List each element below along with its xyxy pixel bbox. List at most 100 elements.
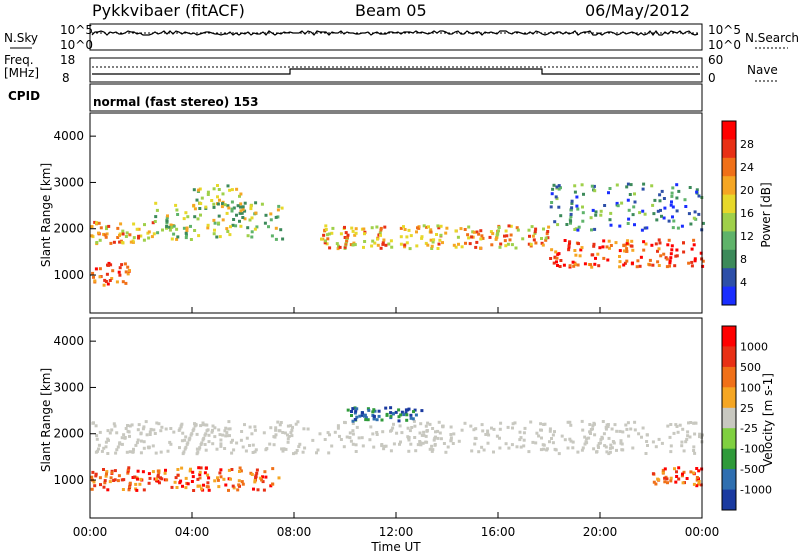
data-cell xyxy=(428,422,432,426)
data-cell xyxy=(641,187,645,191)
colorbar-swatch xyxy=(722,469,736,490)
data-cell xyxy=(495,236,498,240)
data-cell xyxy=(342,445,346,449)
data-cell xyxy=(701,264,705,268)
data-cell xyxy=(473,436,477,440)
data-cell xyxy=(182,450,186,454)
data-cell xyxy=(231,484,235,488)
data-cell xyxy=(142,440,146,444)
data-cell xyxy=(651,472,655,476)
data-cell xyxy=(573,228,577,231)
data-cell xyxy=(156,473,160,477)
data-cell xyxy=(389,411,393,415)
data-cell xyxy=(400,431,404,435)
data-cell xyxy=(607,191,610,195)
data-cell xyxy=(122,478,126,482)
data-cell xyxy=(126,424,129,427)
data-cell xyxy=(653,198,657,202)
colorbar-tick-label: 28 xyxy=(740,138,754,151)
data-cell xyxy=(555,185,559,189)
data-cell xyxy=(106,282,110,286)
data-cell xyxy=(566,420,570,424)
data-cell xyxy=(373,241,377,245)
data-cell xyxy=(584,440,588,444)
data-cell xyxy=(581,446,585,450)
power-colorbar: 28 24 20 16 12 8 4 xyxy=(721,120,754,306)
data-cell xyxy=(147,236,151,240)
data-cell xyxy=(198,470,202,474)
data-cell xyxy=(618,255,621,258)
data-cell xyxy=(353,418,357,421)
data-cell xyxy=(364,418,368,422)
data-cell xyxy=(225,434,229,438)
freq-trace xyxy=(92,68,700,75)
data-cell xyxy=(548,440,551,444)
data-cell xyxy=(206,481,210,485)
data-cell xyxy=(206,473,210,477)
data-cell xyxy=(318,432,322,436)
data-cell xyxy=(145,433,149,437)
data-cell xyxy=(108,480,112,484)
data-cell xyxy=(573,249,577,252)
data-cell xyxy=(499,421,503,425)
data-cell xyxy=(174,476,178,480)
time-xaxis: 00:00 04:00 08:00 12:00 16:00 20:00 00:00 xyxy=(73,307,720,539)
data-cell xyxy=(363,413,367,417)
data-cell xyxy=(389,414,393,418)
data-cell xyxy=(675,248,679,252)
data-cell xyxy=(121,488,125,491)
data-cell xyxy=(290,428,294,432)
data-cell xyxy=(407,449,411,453)
data-cell xyxy=(635,265,639,269)
velocity-yaxis: 4000 3000 2000 1000 xyxy=(53,334,96,487)
data-cell xyxy=(354,231,358,235)
data-cell xyxy=(618,429,622,433)
data-cell xyxy=(626,239,630,243)
data-cell xyxy=(372,445,376,449)
data-cell xyxy=(175,237,179,241)
data-cell xyxy=(351,419,355,423)
data-cell xyxy=(398,442,401,446)
data-cell xyxy=(660,214,663,218)
data-cell xyxy=(434,430,437,434)
colorbar-tick-label: 1000 xyxy=(740,340,768,353)
data-cell xyxy=(430,449,434,453)
data-cell xyxy=(598,246,602,250)
data-cell xyxy=(397,419,401,423)
data-cell xyxy=(631,213,635,217)
data-cell xyxy=(196,217,200,221)
data-cell xyxy=(675,183,679,187)
data-cell xyxy=(430,444,434,448)
data-cell xyxy=(606,425,610,429)
data-cell xyxy=(444,450,448,454)
data-cell xyxy=(420,433,424,437)
data-cell xyxy=(241,445,245,449)
data-cell xyxy=(117,474,121,478)
data-cell xyxy=(681,427,685,431)
data-cell xyxy=(607,436,611,440)
data-cell xyxy=(179,425,183,429)
data-cell xyxy=(215,235,219,239)
data-cell xyxy=(184,486,188,490)
data-cell xyxy=(102,446,106,450)
velocity-plot xyxy=(90,406,704,492)
power-plot xyxy=(90,182,705,287)
data-cell xyxy=(449,436,453,440)
data-cell xyxy=(403,243,407,247)
data-cell xyxy=(114,451,118,455)
data-cell xyxy=(323,241,327,245)
data-cell xyxy=(660,189,664,193)
xtick-label: 00:00 xyxy=(685,525,720,539)
data-cell xyxy=(550,437,553,440)
data-cell xyxy=(607,452,611,456)
data-cell xyxy=(594,213,598,217)
data-cell xyxy=(157,422,161,426)
data-cell xyxy=(121,229,125,233)
data-cell xyxy=(633,223,636,227)
data-cell xyxy=(518,438,522,442)
data-cell xyxy=(554,250,558,254)
data-cell xyxy=(395,431,399,435)
colorbar-frame xyxy=(721,325,737,511)
data-cell xyxy=(400,410,404,414)
data-cell xyxy=(351,229,355,233)
